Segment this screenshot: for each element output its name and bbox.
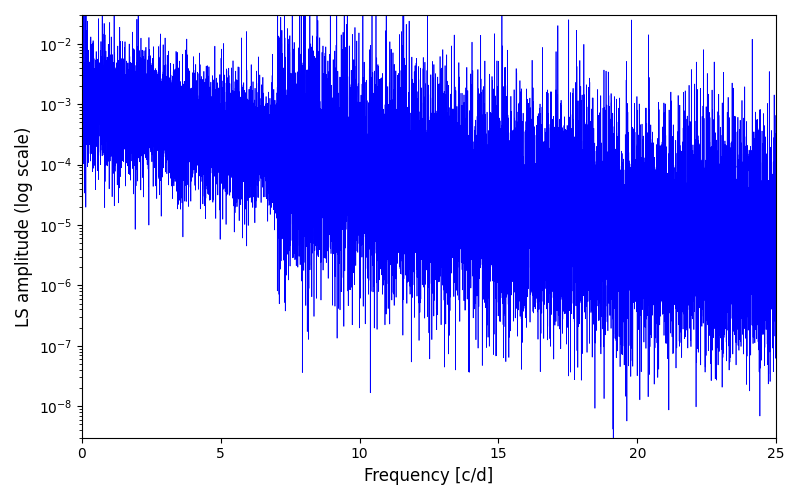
X-axis label: Frequency [c/d]: Frequency [c/d] [364,467,494,485]
Y-axis label: LS amplitude (log scale): LS amplitude (log scale) [15,126,33,326]
